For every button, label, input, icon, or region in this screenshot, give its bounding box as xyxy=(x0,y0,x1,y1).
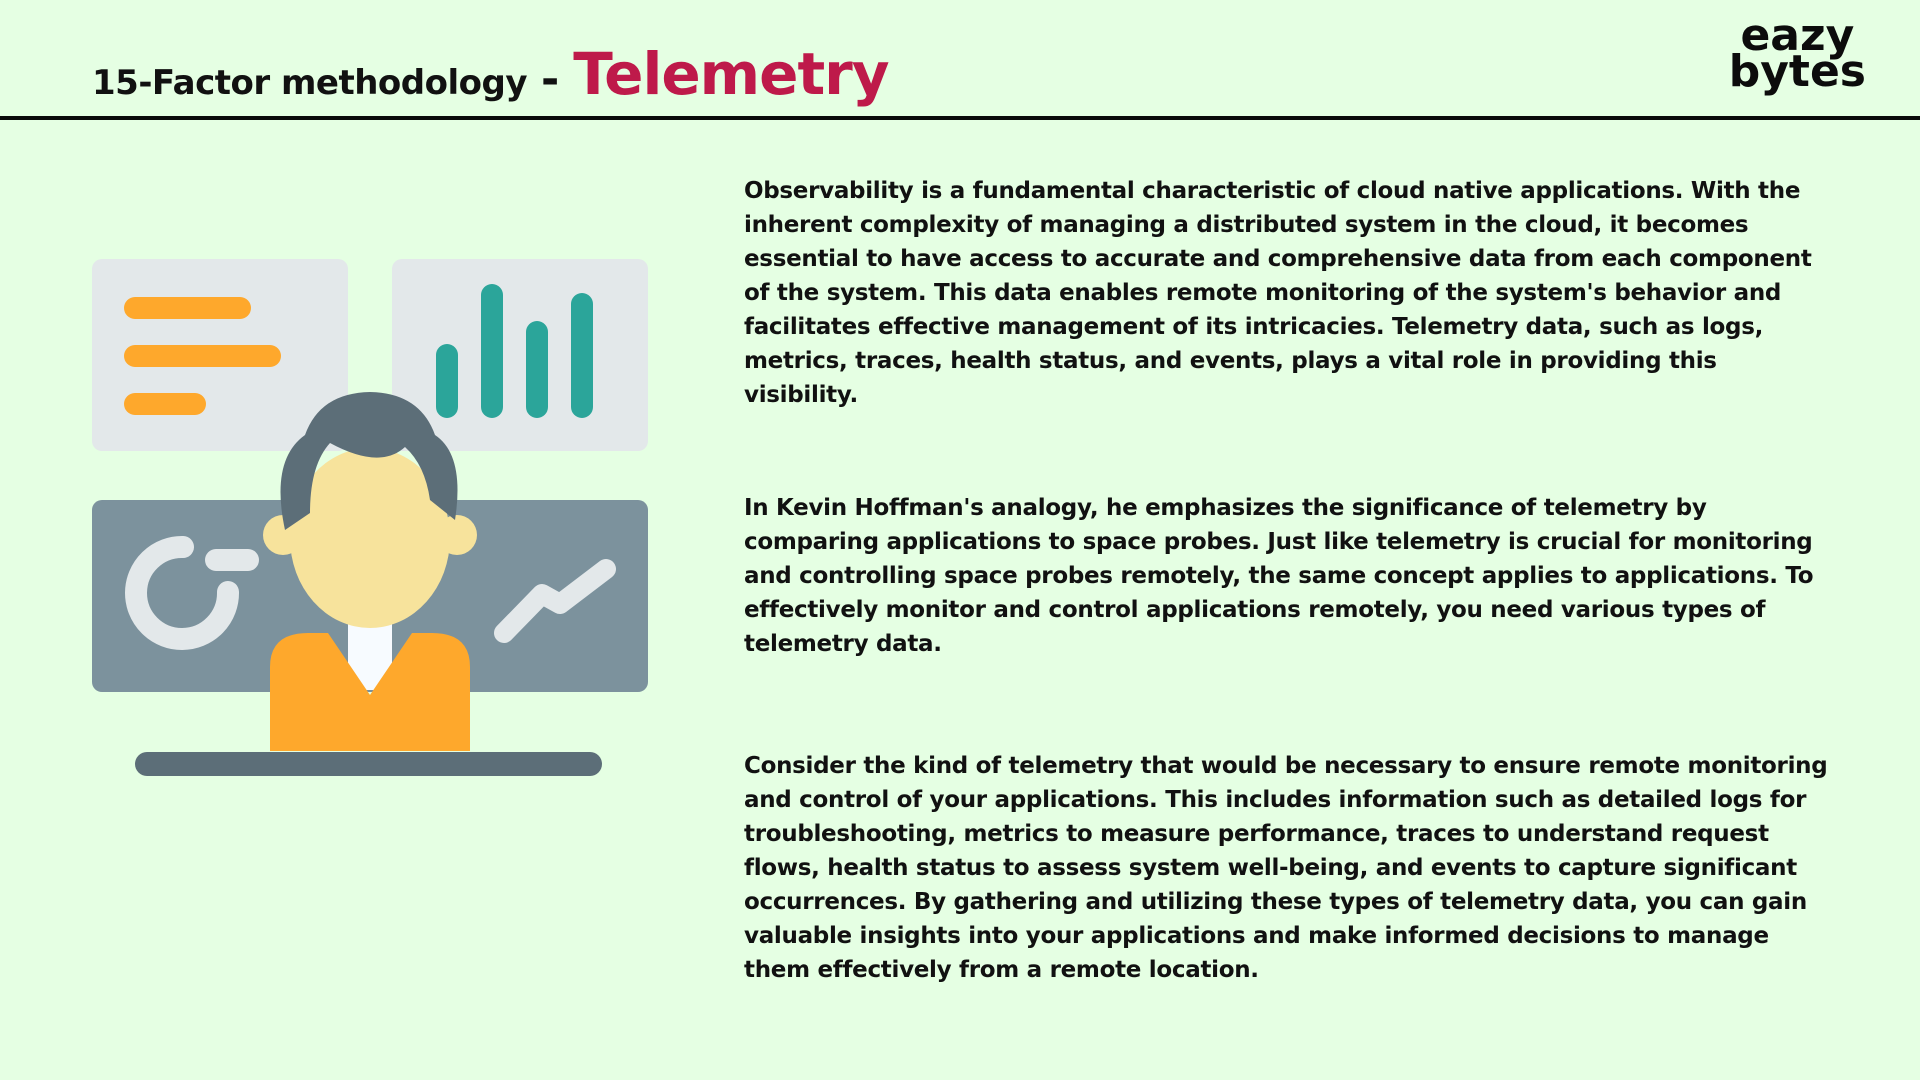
slide-title: 15-Factor methodology - Telemetry xyxy=(92,40,890,108)
title-dash: - xyxy=(541,54,560,105)
eazybytes-logo: eazy bytes xyxy=(1728,10,1866,97)
logo-line-1: eazy xyxy=(1740,10,1855,61)
title-main: 15-Factor methodology xyxy=(92,63,528,103)
paragraph-analogy: In Kevin Hoffman's analogy, he emphasize… xyxy=(744,495,1814,657)
header-divider xyxy=(0,116,1920,120)
title-accent: Telemetry xyxy=(573,40,889,108)
content-body: Observability is a fundamental character… xyxy=(744,174,1834,987)
metrics-panel xyxy=(392,259,648,451)
slide-header: 15-Factor methodology - Telemetry eazy b… xyxy=(0,0,1920,118)
telemetry-dashboard-person-icon xyxy=(90,255,650,785)
desk xyxy=(135,752,602,776)
paragraph-observability: Observability is a fundamental character… xyxy=(744,178,1812,408)
paragraph-telemetry-types: Consider the kind of telemetry that woul… xyxy=(744,753,1828,983)
logo-line-2: bytes xyxy=(1728,46,1866,97)
